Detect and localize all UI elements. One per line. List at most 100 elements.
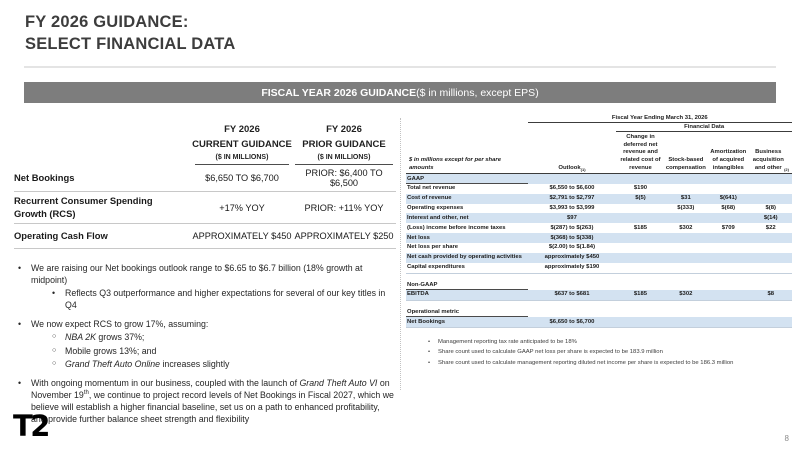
financial-row: (Loss) income before income taxes $(287) … [406, 223, 792, 233]
financial-value [665, 253, 707, 263]
guidance-row: Operating Cash Flow APPROXIMATELY $450 APP… [14, 222, 396, 249]
financial-value: $8 [767, 291, 774, 298]
financial-row: EBITDA $637 to $681 $185 $302 $8 [406, 290, 792, 301]
financial-row-label: EBITDA [407, 291, 429, 298]
bullet-text: We now expect RCS to grow 17%, assuming: [31, 318, 208, 330]
guidance-header-units: ($ IN MILLIONS) [195, 152, 289, 166]
column-header-text: Outlook [558, 164, 581, 171]
title-line-2: SELECT FINANCIAL DATA [25, 35, 236, 54]
financial-value [707, 263, 749, 273]
financial-value: $709 [721, 224, 735, 231]
financial-value [665, 184, 707, 194]
bullet-marker: ○ [52, 359, 57, 367]
financial-value: approximately $450 [544, 254, 600, 261]
financial-value [750, 184, 792, 194]
bullet-item: ○ Grand Theft Auto Online increases sligh… [52, 358, 396, 370]
section-name: Non-GAAP [406, 281, 528, 291]
guidance-header-line: PRIOR GUIDANCE [302, 139, 386, 151]
guidance-row-label: Net Bookings [14, 172, 75, 184]
financial-row-label: Capital expenditures [407, 264, 465, 271]
guidance-current-value: APPROXIMATELY $450 [192, 230, 292, 241]
guidance-row-label: Recurrent Consumer Spending Growth (RCS) [14, 195, 153, 219]
t2-logo: T2 [13, 409, 50, 443]
financial-value [750, 233, 792, 243]
bullet-item: • Reflects Q3 outperformance and higher e… [52, 287, 396, 311]
financial-row: Operating expenses $3,993 to $3,999 $(333)… [406, 204, 792, 214]
commentary-bullets: • We are raising our Net bookings outlook… [18, 262, 396, 426]
financial-row-label: Interest and other, net [407, 214, 469, 221]
section-banner: FISCAL YEAR 2026 GUIDANCE ($ in millions… [24, 82, 776, 103]
empty-cell [406, 114, 528, 123]
financial-value: $302 [679, 224, 693, 231]
financial-value [707, 184, 749, 194]
bullet-marker: ○ [52, 346, 57, 354]
column-header-text: Stock-based compensation [665, 157, 706, 171]
guidance-table-header: FY 2026 CURRENT GUIDANCE ($ IN MILLIONS) FY… [14, 116, 396, 166]
financial-value [707, 213, 749, 223]
financial-row: Net loss $(368) to $(338) [406, 233, 792, 244]
financial-row-label: Operating expenses [407, 204, 464, 211]
guidance-header-spacer [14, 116, 192, 165]
financial-value: $(14) [763, 214, 778, 221]
footnote-bullet: • [428, 349, 431, 356]
text-run: grows 37%; [95, 332, 145, 343]
section-gap [406, 274, 792, 281]
guidance-prior-value: APPROXIMATELY $250 [294, 230, 394, 241]
financial-value: $(368) to $(338) [550, 234, 594, 241]
text-run: Reflects Q3 outperformance and higher ex… [65, 288, 386, 311]
financial-row-label: Net Bookings [407, 318, 445, 325]
financial-value [616, 243, 664, 253]
empty-cell [528, 123, 617, 132]
bullet-text: Mobile grows 13%; and [65, 345, 156, 357]
period-header: Fiscal Year Ending March 31, 2026 [527, 114, 792, 123]
financial-row: Net Bookings $6,650 to $6,700 [406, 317, 792, 329]
guidance-header-line: FY 2026 [326, 124, 362, 135]
bullet-marker: • [52, 288, 56, 299]
financial-value [750, 263, 792, 273]
financial-value: $(8) [765, 204, 776, 211]
empty-cell [406, 123, 528, 132]
guidance-prior-value: PRIOR: +11% YOY [304, 202, 384, 213]
financial-value [707, 243, 749, 253]
financial-value [616, 253, 664, 263]
financial-value [707, 290, 749, 300]
text-run: We are raising our Net bookings outlook … [31, 262, 363, 285]
guidance-row-label: Operating Cash Flow [14, 229, 108, 241]
financial-row: Net cash provided by operating activitie… [406, 252, 792, 263]
financial-value [750, 317, 792, 327]
financial-value: $6,550 to $6,600 [549, 185, 595, 192]
financial-value [750, 253, 792, 263]
text-run: Grand Theft Auto Online [65, 358, 161, 369]
financial-value [750, 194, 792, 204]
text-run: Mobile grows 13%; and [65, 345, 157, 356]
financial-column-header: Change in deferred net revenue and relat… [616, 132, 665, 175]
footnote-text: Management reporting tax rate anticipate… [438, 339, 577, 346]
bullet-marker: ○ [52, 333, 57, 341]
financial-value [665, 263, 707, 273]
footnote-list: • Management reporting tax rate anticipat… [428, 339, 792, 367]
financial-value: $31 [680, 195, 691, 202]
column-header-text: Amortization of acquired intangibles [710, 149, 747, 171]
financial-value: $(68) [721, 204, 736, 211]
bullet-text: Reflects Q3 outperformance and higher ex… [65, 287, 396, 311]
financial-value [707, 317, 749, 327]
bullet-item: • With ongoing momentum in our business, … [18, 377, 396, 426]
guidance-column-header: FY 2026 PRIOR GUIDANCE ($ IN MILLIONS) [292, 116, 396, 166]
column-header-text: Change in deferred net revenue and relat… [620, 134, 661, 171]
financial-value: $(5) [635, 195, 646, 202]
financial-column-header: Business acquisition and other (2) [749, 132, 792, 175]
financial-value [616, 317, 664, 327]
financial-row-label: Net cash provided by operating activitie… [407, 254, 522, 261]
financial-column-header: Amortization of acquired intangibles [707, 132, 750, 175]
financial-value: $302 [679, 291, 693, 298]
financial-column-header: Outlook (1) [527, 132, 617, 175]
financial-value: $(333) [677, 204, 695, 211]
bullet-text: Grand Theft Auto Online increases slight… [65, 358, 229, 370]
bullet-marker: • [18, 262, 22, 273]
section-name: GAAP [406, 174, 528, 184]
financial-value [616, 213, 664, 223]
footnote-ref: (2) [784, 167, 789, 173]
guidance-prior-value: PRIOR: $6,400 TO $6,500 [305, 168, 383, 189]
footnote-item: • Management reporting tax rate anticipat… [428, 339, 792, 347]
dotted-divider [400, 118, 401, 390]
